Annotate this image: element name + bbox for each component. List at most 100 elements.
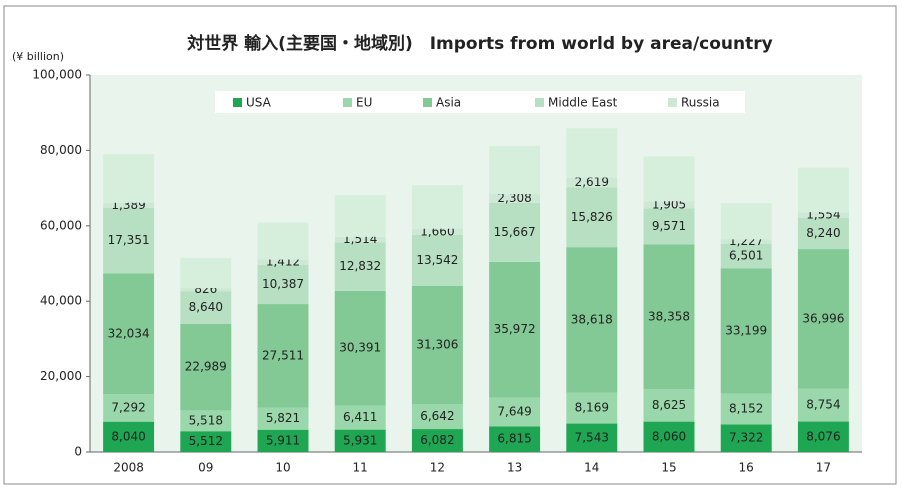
data-label: 5,518 [189,413,223,427]
bar-segment [720,424,772,452]
bar-segment [257,407,309,430]
data-label: 7,322 [729,431,763,445]
data-label: 22,989 [185,360,227,374]
data-label: 31,306 [416,338,458,352]
data-label: 33,199 [725,324,767,338]
legend-label: USA [246,96,272,110]
bar-segment [489,261,541,398]
bar-segment [489,194,541,203]
bar-segment [103,154,155,203]
data-label: 8,060 [652,429,686,443]
legend-label: Asia [436,96,461,110]
bar-segment [103,273,155,395]
bar-segment [720,393,772,425]
data-label: 6,411 [343,410,377,424]
bar-segment [643,421,695,452]
data-label: 10,387 [262,277,304,291]
bar-segment [334,242,386,291]
bar-segment [797,249,849,389]
bar-segment [720,203,772,240]
legend-swatch [535,98,544,107]
data-label: 7,649 [497,404,531,418]
x-tick-label: 15 [661,461,676,475]
bar-segment [797,421,849,452]
data-label: 7,543 [575,430,609,444]
bar-segment [489,145,541,195]
bar-segment [334,405,386,430]
data-label: 38,618 [571,312,613,326]
x-tick-label: 2008 [113,461,144,475]
data-label: 5,512 [189,434,223,448]
bar-segment [180,431,232,452]
data-label: 5,821 [266,411,300,425]
x-tick-label: 14 [584,461,599,475]
bar-segment [566,247,618,393]
bar-segment [643,244,695,390]
legend-swatch [668,98,677,107]
data-label: 8,754 [806,398,840,412]
bar-segment [334,429,386,452]
data-label: 5,911 [266,433,300,447]
data-label: 38,358 [648,309,690,323]
bar-segment [566,423,618,452]
bar-segment [334,195,386,237]
bar-segment [566,128,618,178]
bar-segment [257,259,309,265]
bar-segment [411,228,463,235]
x-tick-label: 12 [430,461,445,475]
data-label: 6,082 [420,433,454,447]
bar-segment [489,202,541,262]
data-label: 8,240 [806,226,840,240]
data-label: 15,667 [494,225,536,239]
data-label: 8,169 [575,401,609,415]
bar-segment [489,426,541,452]
bar-segment [411,185,463,229]
y-axis-label: (¥ billion) [12,50,64,63]
data-label: 6,501 [729,249,763,263]
bar-segment [180,257,232,289]
legend-box [215,91,745,113]
y-tick-label: 100,000 [32,68,82,82]
legend-label: EU [356,96,372,110]
x-tick-label: 11 [353,461,368,475]
bar-segment [566,187,618,248]
bar-segment [643,201,695,209]
data-label: 30,391 [339,341,381,355]
data-label: 8,625 [652,398,686,412]
legend-swatch [343,98,352,107]
bar-segment [257,304,309,408]
data-label: 6,642 [420,409,454,423]
data-label: 9,571 [652,219,686,233]
y-tick-label: 80,000 [40,143,82,157]
x-tick-label: 10 [275,461,290,475]
data-label: 12,832 [339,259,381,273]
bar-segment [797,212,849,219]
data-label: 36,996 [802,311,844,325]
y-tick-label: 60,000 [40,218,82,232]
bar-segment [334,236,386,243]
data-label: 35,972 [494,322,536,336]
x-tick-label: 16 [739,461,754,475]
bar-segment [103,421,155,452]
bar-segment [720,239,772,244]
bar-segment [643,389,695,422]
chart-title: 対世界 輸入(主要国・地域別) Imports from world by ar… [186,33,772,54]
bar-segment [180,323,232,411]
y-tick-label: 20,000 [40,369,82,383]
bar-segment [411,286,463,405]
data-label: 7,292 [111,400,145,414]
data-label: 8,640 [189,300,223,314]
legend-swatch [423,98,432,107]
data-label: 5,931 [343,433,377,447]
bar-segment [797,167,849,213]
y-tick-label: 40,000 [40,294,82,308]
bar-segment [411,429,463,452]
y-tick-label: 0 [74,445,82,459]
data-label: 8,076 [806,429,840,443]
x-tick-label: 09 [198,461,213,475]
data-label: 17,351 [108,233,150,247]
bar-segment [103,202,155,209]
bar-segment [257,264,309,305]
legend-swatch [233,98,242,107]
bar-segment [720,268,772,394]
